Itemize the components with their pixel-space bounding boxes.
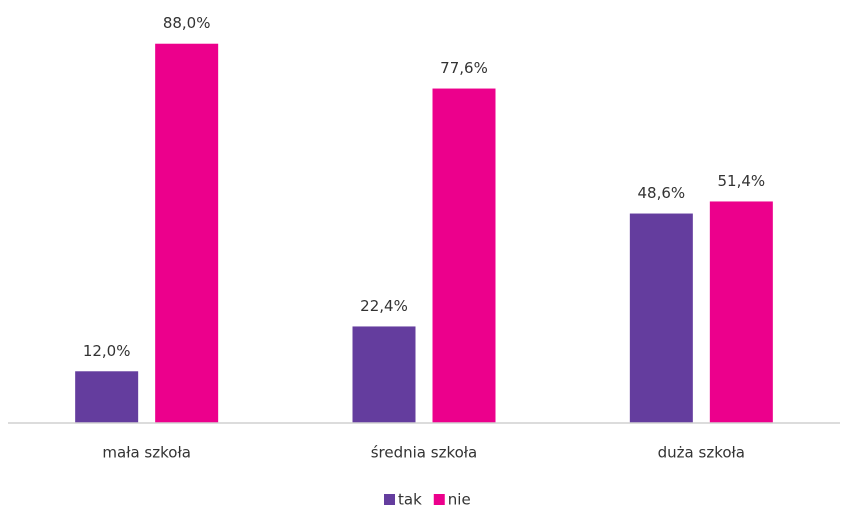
data-label: 77,6% (440, 59, 488, 77)
data-label: 22,4% (360, 297, 408, 315)
bar (629, 213, 693, 423)
legend-label: tak (398, 491, 422, 509)
x-tick-label: mała szkoła (102, 444, 191, 462)
legend-label: nie (448, 491, 471, 509)
x-tick-label: średnia szkoła (371, 444, 478, 462)
data-label: 88,0% (163, 14, 211, 32)
data-label: 12,0% (83, 342, 131, 360)
legend-swatch (384, 494, 395, 505)
data-label: 48,6% (638, 184, 686, 202)
data-label: 51,4% (718, 172, 766, 190)
bar (75, 371, 139, 423)
bar (352, 326, 416, 423)
x-tick-label: duża szkoła (658, 444, 745, 462)
legend-swatch (433, 494, 445, 505)
bar (155, 43, 219, 423)
bar (709, 201, 773, 423)
bar (432, 88, 496, 423)
